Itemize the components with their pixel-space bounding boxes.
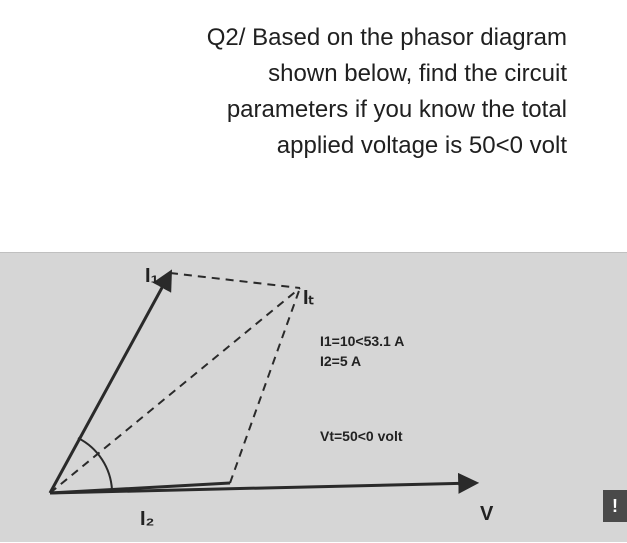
side-action-button[interactable]: !	[603, 490, 627, 522]
data-i1: I1=10<53.1 A	[320, 333, 404, 349]
label-i1: I₁	[145, 265, 159, 288]
label-v: V	[480, 503, 493, 526]
question-block: Q2/ Based on the phasor diagram shown be…	[0, 0, 627, 164]
question-line-3: parameters if you know the total	[90, 92, 567, 128]
vector-i1	[50, 273, 170, 493]
question-line-1: Q2/ Based on the phasor diagram	[90, 20, 567, 56]
label-it: Iₜ	[303, 285, 314, 310]
question-line-2: shown below, find the circuit	[90, 56, 567, 92]
parallelogram-side-1	[170, 273, 300, 288]
data-i2: I2=5 A	[320, 353, 361, 369]
parallelogram-side-2	[230, 288, 300, 483]
label-i2: I₂	[140, 508, 154, 531]
exclaim-icon: !	[612, 496, 618, 517]
phasor-diagram: I₁ Iₜ I₂ V I1=10<53.1 A I2=5 A Vt=50<0 v…	[0, 252, 627, 542]
question-line-4: applied voltage is 50<0 volt	[90, 128, 567, 164]
data-vt: Vt=50<0 volt	[320, 428, 403, 444]
